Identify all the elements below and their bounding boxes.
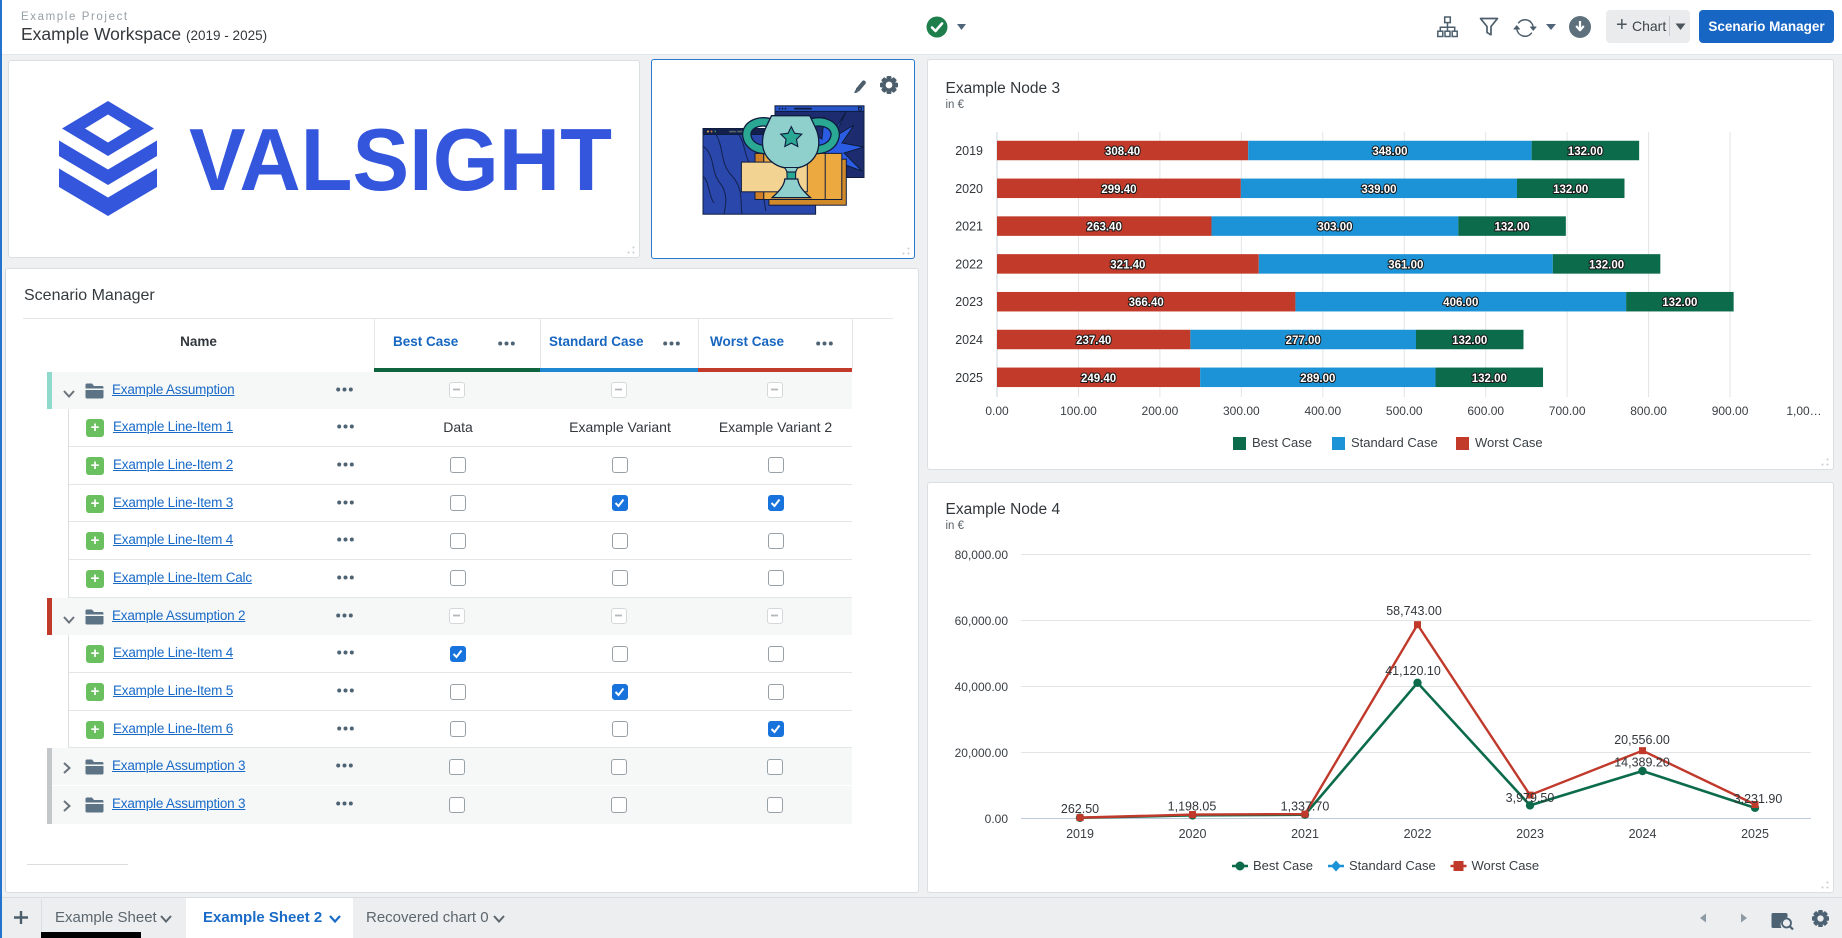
svg-text:Best Case: Best Case: [1253, 858, 1313, 873]
svg-text:41,120.10: 41,120.10: [1385, 664, 1441, 678]
svg-text:1,198.05: 1,198.05: [1168, 800, 1217, 814]
svg-text:132.00: 132.00: [1662, 297, 1697, 309]
svg-text:132.00: 132.00: [1568, 146, 1603, 158]
svg-text:132.00: 132.00: [1452, 335, 1487, 347]
svg-text:900.00: 900.00: [1712, 404, 1749, 418]
svg-text:3,231.90: 3,231.90: [1734, 792, 1783, 806]
svg-text:Standard Case: Standard Case: [1349, 858, 1436, 873]
svg-text:299.40: 299.40: [1101, 184, 1136, 196]
svg-text:237.40: 237.40: [1076, 335, 1111, 347]
svg-text:132.00: 132.00: [1494, 222, 1529, 234]
svg-text:321.40: 321.40: [1110, 259, 1145, 271]
svg-text:289.00: 289.00: [1300, 373, 1335, 385]
svg-text:in €: in €: [946, 99, 965, 111]
svg-text:Example Node 4: Example Node 4: [946, 501, 1061, 518]
svg-text:0.00: 0.00: [985, 812, 1009, 826]
svg-text:262.50: 262.50: [1061, 802, 1099, 816]
svg-text:Standard Case: Standard Case: [1351, 435, 1438, 450]
svg-text:339.00: 339.00: [1361, 184, 1396, 196]
svg-text:1,00…: 1,00…: [1786, 404, 1821, 418]
svg-text:2025: 2025: [1741, 827, 1769, 841]
svg-text:300.00: 300.00: [1223, 404, 1260, 418]
svg-text:2022: 2022: [1404, 827, 1432, 841]
svg-text:2025: 2025: [955, 371, 983, 385]
svg-text:366.40: 366.40: [1129, 297, 1164, 309]
svg-text:500.00: 500.00: [1386, 404, 1423, 418]
svg-text:2024: 2024: [955, 333, 983, 347]
svg-text:400.00: 400.00: [1304, 404, 1341, 418]
svg-text:Best Case: Best Case: [1252, 435, 1312, 450]
svg-text:2020: 2020: [1179, 827, 1207, 841]
svg-text:2019: 2019: [955, 144, 983, 158]
svg-text:Worst Case: Worst Case: [1472, 858, 1540, 873]
svg-text:2021: 2021: [955, 220, 983, 234]
svg-text:200.00: 200.00: [1142, 404, 1179, 418]
svg-text:2020: 2020: [955, 182, 983, 196]
svg-text:20,000.00: 20,000.00: [955, 746, 1009, 760]
svg-text:700.00: 700.00: [1549, 404, 1586, 418]
svg-text:Example Node 3: Example Node 3: [946, 80, 1061, 97]
svg-text:2023: 2023: [955, 295, 983, 309]
svg-text:2021: 2021: [1291, 827, 1319, 841]
svg-text:406.00: 406.00: [1443, 297, 1478, 309]
svg-text:348.00: 348.00: [1372, 146, 1407, 158]
svg-text:VALSIGHT: VALSIGHT: [189, 110, 612, 209]
svg-text:14,389.20: 14,389.20: [1614, 756, 1670, 770]
svg-text:80,000.00: 80,000.00: [955, 548, 1009, 562]
svg-text:132.00: 132.00: [1589, 259, 1624, 271]
svg-text:0.00: 0.00: [985, 404, 1009, 418]
svg-text:3,979.50: 3,979.50: [1506, 791, 1555, 805]
svg-text:60,000.00: 60,000.00: [955, 614, 1009, 628]
svg-text:2022: 2022: [955, 257, 983, 271]
svg-text:1,337.70: 1,337.70: [1281, 800, 1330, 814]
svg-text:2024: 2024: [1629, 827, 1657, 841]
svg-text:2019: 2019: [1066, 827, 1094, 841]
svg-text:132.00: 132.00: [1553, 184, 1588, 196]
svg-text:2023: 2023: [1516, 827, 1544, 841]
svg-text:in €: in €: [946, 520, 965, 532]
svg-text:20,556.00: 20,556.00: [1614, 733, 1670, 747]
svg-text:277.00: 277.00: [1286, 335, 1321, 347]
svg-text:40,000.00: 40,000.00: [955, 680, 1009, 694]
svg-text:Worst Case: Worst Case: [1475, 435, 1543, 450]
svg-text:263.40: 263.40: [1087, 222, 1122, 234]
svg-text:249.40: 249.40: [1081, 373, 1116, 385]
svg-text:100.00: 100.00: [1060, 404, 1097, 418]
svg-text:303.00: 303.00: [1317, 222, 1352, 234]
svg-text:58,743.00: 58,743.00: [1386, 604, 1442, 618]
svg-text:361.00: 361.00: [1388, 259, 1423, 271]
svg-text:600.00: 600.00: [1467, 404, 1504, 418]
svg-text:132.00: 132.00: [1472, 373, 1507, 385]
svg-text:800.00: 800.00: [1630, 404, 1667, 418]
svg-text:308.40: 308.40: [1105, 146, 1140, 158]
